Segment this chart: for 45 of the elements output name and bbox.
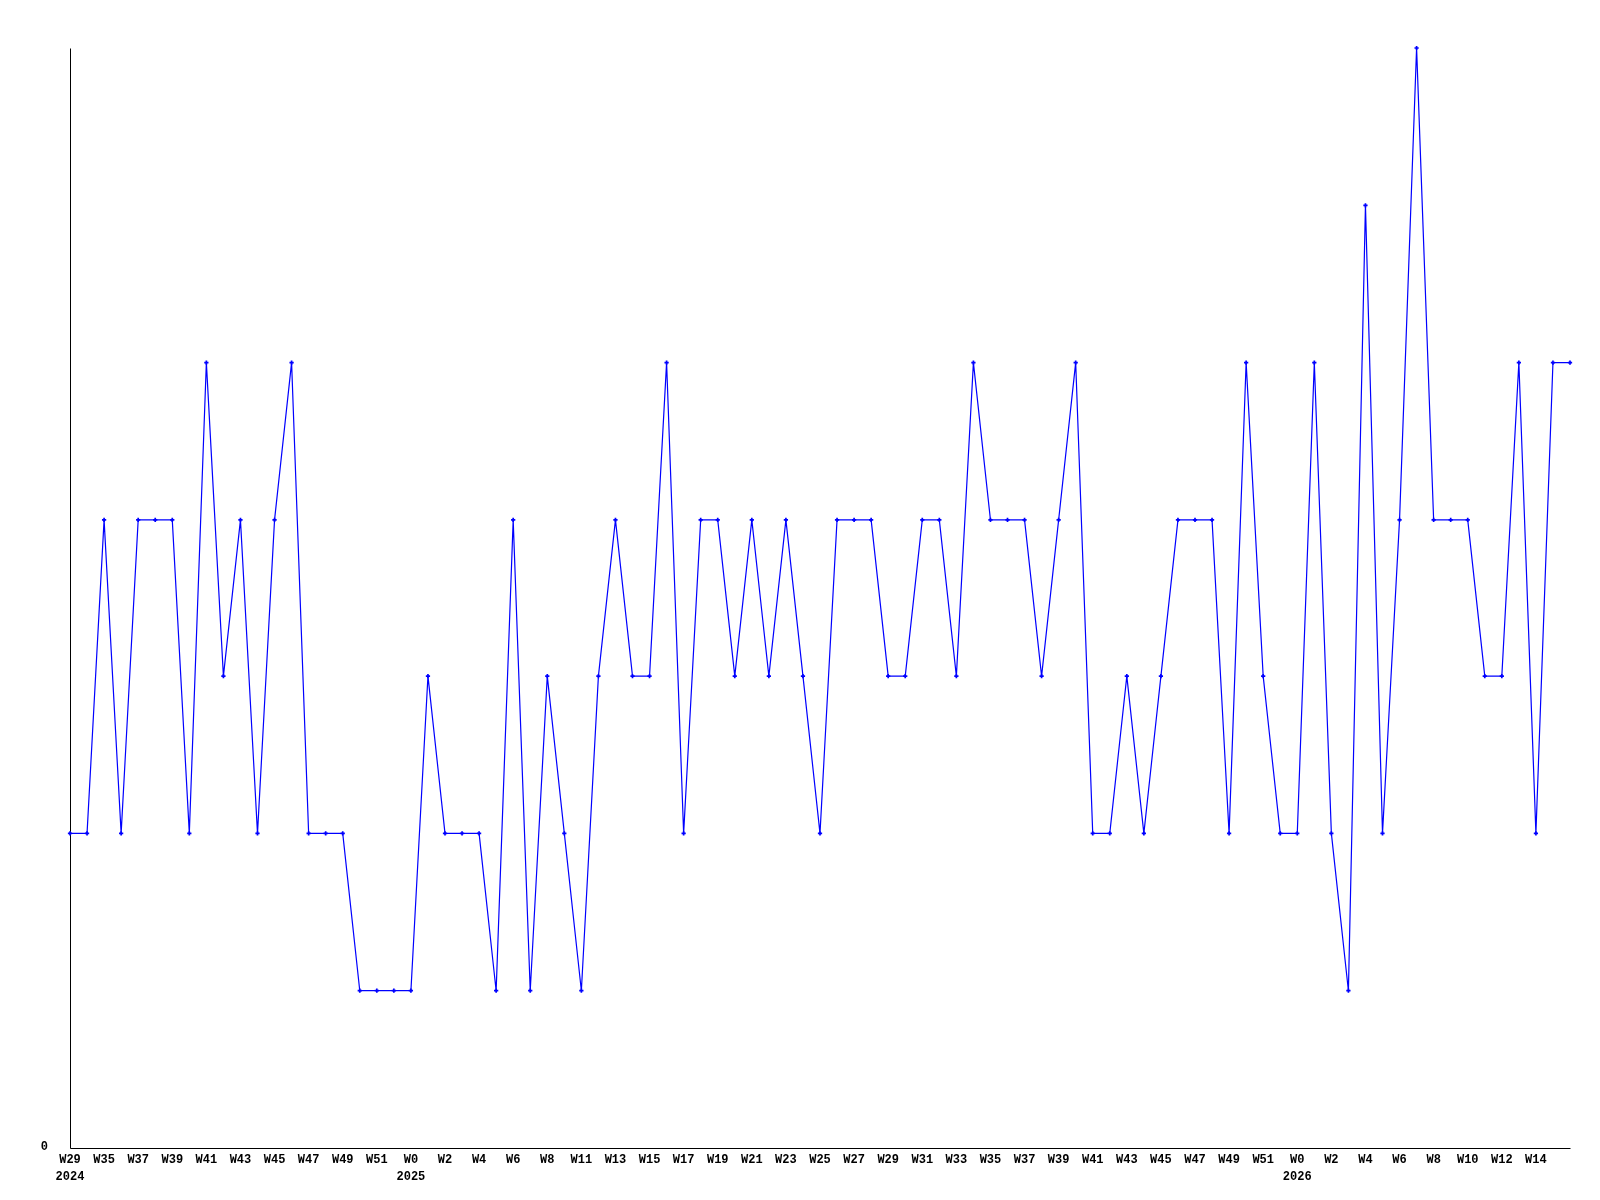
x-tick-label: W4	[1358, 1153, 1373, 1167]
x-tick-label: W25	[809, 1153, 831, 1167]
x-tick-label: W6	[1392, 1153, 1407, 1167]
x-tick-label: W47	[297, 1153, 320, 1167]
x-tick-label: W14	[1525, 1153, 1547, 1167]
x-tick-label: W8	[540, 1153, 555, 1167]
x-tick-label: W29 2024	[55, 1153, 85, 1184]
x-tick-label: W39	[1047, 1153, 1070, 1167]
x-tick-label: W15	[638, 1153, 661, 1167]
x-tick-label: W23	[775, 1153, 797, 1167]
x-tick-label: W2	[437, 1153, 453, 1167]
x-tick-label: W12	[1491, 1153, 1513, 1167]
x-tick-label: W35	[93, 1153, 115, 1167]
x-tick-label: W2	[1324, 1153, 1339, 1167]
text: 0	[40, 1140, 48, 1154]
x-tick-label: W39	[161, 1153, 184, 1167]
x-tick-label: W49	[1218, 1153, 1240, 1167]
x-tick-label: W45	[1150, 1153, 1172, 1167]
x-tick-label: W0 2026	[1282, 1153, 1312, 1184]
x-tick-label: W49	[331, 1153, 354, 1167]
x-tick-label: W51	[366, 1153, 388, 1167]
x-tick-label: W4	[471, 1153, 487, 1167]
x-tick-label: W19	[706, 1153, 729, 1167]
x-tick-label: W47	[1184, 1153, 1206, 1167]
x-tick-label: W8	[1426, 1153, 1441, 1167]
x-tick-label: W29	[877, 1153, 899, 1167]
x-tick-label: W43	[229, 1153, 252, 1167]
x-tick-label: W10	[1456, 1153, 1479, 1167]
x-tick-label: W0 2025	[396, 1153, 426, 1184]
x-tick-label: W41	[195, 1153, 218, 1167]
x-tick-label: W6	[505, 1153, 521, 1167]
x-tick-label: W43	[1116, 1153, 1138, 1167]
x-tick-label: W31	[911, 1153, 934, 1167]
x-tick-label: W35	[979, 1153, 1002, 1167]
x-tick-label: W13	[604, 1153, 627, 1167]
x-tick-label: W51	[1252, 1153, 1274, 1167]
x-tick-label: W37	[127, 1153, 149, 1167]
x-tick-label: W41	[1081, 1153, 1104, 1167]
x-tick-label: W33	[945, 1153, 968, 1167]
x-tick-label: W37	[1013, 1153, 1036, 1167]
x-tick-label: W21	[741, 1153, 763, 1167]
x-tick-label: W27	[843, 1153, 865, 1167]
x-tick-label: W11	[570, 1153, 593, 1167]
x-tick-label: W17	[672, 1153, 695, 1167]
x-tick-label: W45	[263, 1153, 286, 1167]
